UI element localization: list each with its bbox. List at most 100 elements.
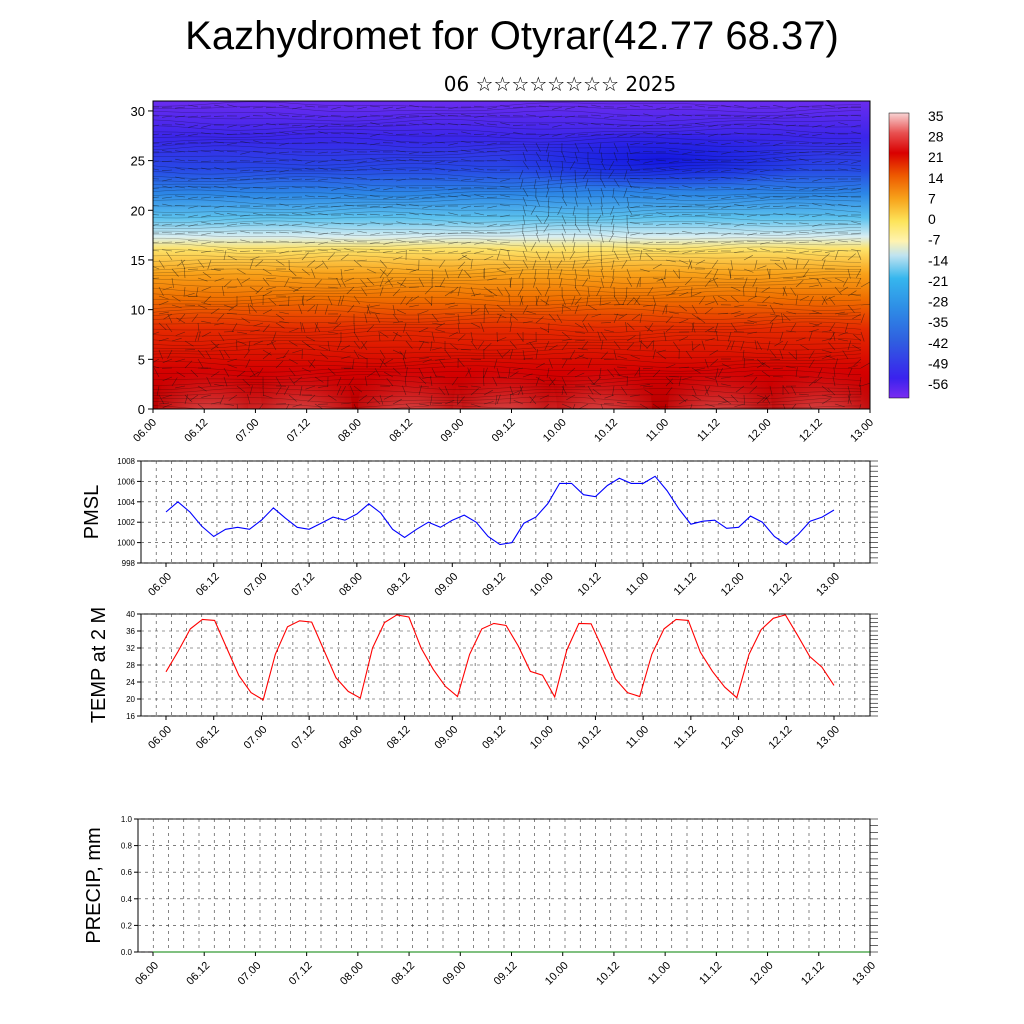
wind-vector [509,277,512,288]
wind-vector [786,241,797,244]
wind-vector [158,259,165,269]
wind-vector [375,313,381,324]
wind-vector [708,133,719,137]
y-tick-label: 0.4 [121,895,133,904]
wind-vector [707,159,719,162]
wind-vector [522,187,529,197]
wind-vector [850,205,862,207]
contour-line [153,299,862,307]
wind-vector [708,196,719,199]
wind-vector [188,186,199,189]
wind-vector [847,367,853,378]
wind-vector [175,331,186,336]
wind-vector [331,140,342,144]
wind-vector [430,394,433,405]
wind-vector [201,241,212,245]
wind-vector [578,122,589,126]
wind-vector [678,259,689,265]
wind-vector [357,106,368,110]
wind-vector [500,105,511,108]
wind-vector [743,277,748,288]
wind-vector [587,358,592,369]
wind-vector [396,186,407,189]
wind-vector [344,169,355,172]
wind-vector [344,204,355,207]
wind-vector [175,150,186,153]
wind-vector [366,324,375,333]
wind-vector [821,253,830,261]
wind-vector [249,256,260,261]
wind-vector [474,241,485,245]
wind-vector [566,394,576,401]
wind-vector [486,196,498,198]
wind-vector [734,403,745,408]
wind-vector [772,205,784,207]
wind-vector [340,295,345,306]
x-tick-label: 10.12 [592,417,620,445]
wind-vector [552,124,563,128]
wind-vector [717,401,728,405]
wind-vector [526,340,537,344]
wind-vector [253,140,264,144]
wind-vector [656,106,667,110]
x-tick-label: 10.12 [576,571,604,599]
wind-vector [547,196,550,208]
wind-vector [448,221,459,225]
wind-vector [461,168,472,171]
contour-line [153,317,862,324]
wind-vector [715,367,719,378]
wind-vector [236,339,238,351]
wind-vector [370,178,381,181]
wind-vector [721,176,732,180]
wind-vector [647,286,654,296]
wind-vector [462,255,472,261]
wind-vector [218,332,225,342]
wind-vector [201,214,212,218]
x-tick-label: 06.00 [131,417,159,445]
wind-vector [435,239,446,243]
x-tick-label: 13.00 [814,724,842,752]
wind-vector [773,115,784,119]
wind-vector [253,213,264,216]
y-axis-label: PMSL [81,485,103,539]
wind-vector [379,269,386,279]
wind-vector [799,295,810,301]
wind-vector [383,178,394,181]
wind-vector [356,142,368,145]
wind-vector [307,304,316,312]
wind-vector [847,394,851,405]
wind-vector [461,194,472,198]
wind-vector [860,382,870,387]
colorbar-label: -7 [928,232,941,248]
wind-vector [734,168,745,171]
wind-vector [262,291,272,297]
wind-vector [799,250,810,254]
wind-vector [161,133,173,136]
wind-vector [344,268,355,272]
colorbar-label: 7 [928,190,936,206]
wind-vector [175,358,186,362]
y-tick-label: 0 [138,402,145,417]
wind-vector [331,158,342,162]
wind-vector [444,313,456,315]
x-tick-label: 11.12 [672,724,699,751]
contour-line [153,369,862,377]
wind-vector [779,331,784,342]
wind-vector [749,385,758,394]
wind-vector [162,203,173,207]
wind-vector [448,142,459,146]
wind-vector [695,158,706,162]
wind-vector [444,302,455,306]
wind-vector [162,185,173,189]
contour-line [153,163,862,171]
contour-line [153,220,862,228]
wind-vector [444,349,452,359]
x-tick-label: 13.00 [850,960,878,988]
wind-vector [574,214,577,226]
wind-vector [364,376,368,387]
wind-vector [546,178,550,189]
wind-vector [821,394,832,398]
x-tick-label: 07.00 [236,960,264,988]
wind-vector [318,186,329,189]
wind-vector [613,178,620,188]
